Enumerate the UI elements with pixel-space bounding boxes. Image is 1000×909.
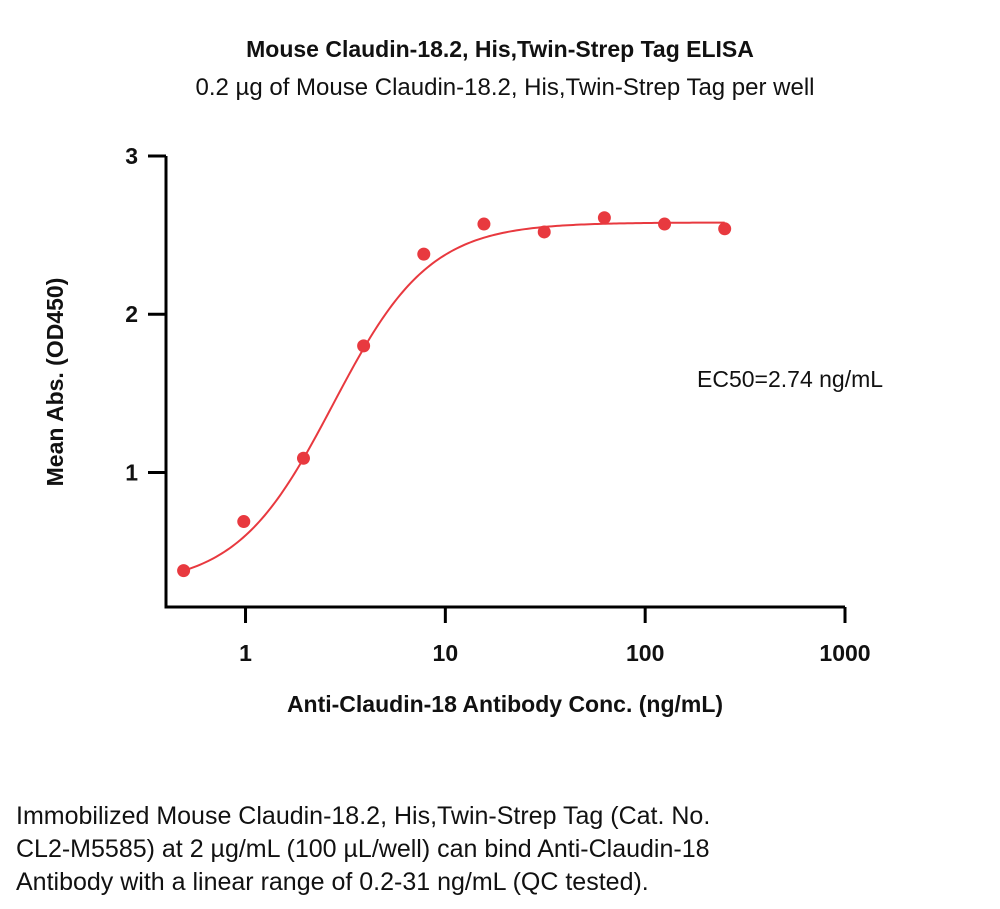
y-tick-label: 2 bbox=[125, 301, 138, 327]
caption-line-1: Immobilized Mouse Claudin-18.2, His,Twin… bbox=[16, 802, 711, 830]
x-axis-label: Anti-Claudin-18 Antibody Conc. (ng/mL) bbox=[287, 691, 723, 717]
chart-subtitle: 0.2 µg of Mouse Claudin-18.2, His,Twin-S… bbox=[195, 74, 815, 101]
x-tick-label: 1 bbox=[239, 640, 252, 666]
caption-line-3: Antibody with a linear range of 0.2-31 n… bbox=[16, 868, 649, 896]
axes: 1 2 3 1 10 100 1000 bbox=[125, 143, 870, 666]
data-point bbox=[237, 515, 251, 529]
data-point bbox=[477, 217, 491, 231]
ec50-annotation: EC50=2.74 ng/mL bbox=[697, 366, 883, 392]
data-point bbox=[597, 211, 611, 225]
x-tick-label: 100 bbox=[626, 640, 664, 666]
chart-title: Mouse Claudin-18.2, His,Twin-Strep Tag E… bbox=[246, 36, 754, 62]
data-point bbox=[417, 247, 431, 261]
data-point bbox=[177, 564, 191, 578]
y-axis-label: Mean Abs. (OD450) bbox=[42, 278, 68, 487]
data-point bbox=[357, 339, 371, 353]
x-tick-label: 10 bbox=[433, 640, 459, 666]
data-point bbox=[718, 222, 732, 236]
figure-caption: Immobilized Mouse Claudin-18.2, His,Twin… bbox=[16, 800, 976, 899]
x-tick-label: 1000 bbox=[819, 640, 870, 666]
data-point bbox=[537, 225, 551, 239]
y-tick-label: 1 bbox=[125, 459, 138, 485]
fit-curve bbox=[183, 221, 725, 572]
y-tick-label: 3 bbox=[125, 143, 138, 169]
data-points bbox=[177, 211, 732, 578]
caption-line-2: CL2-M5585) at 2 µg/mL (100 µL/well) can … bbox=[16, 835, 710, 863]
data-point bbox=[658, 217, 672, 231]
data-point bbox=[296, 451, 310, 465]
